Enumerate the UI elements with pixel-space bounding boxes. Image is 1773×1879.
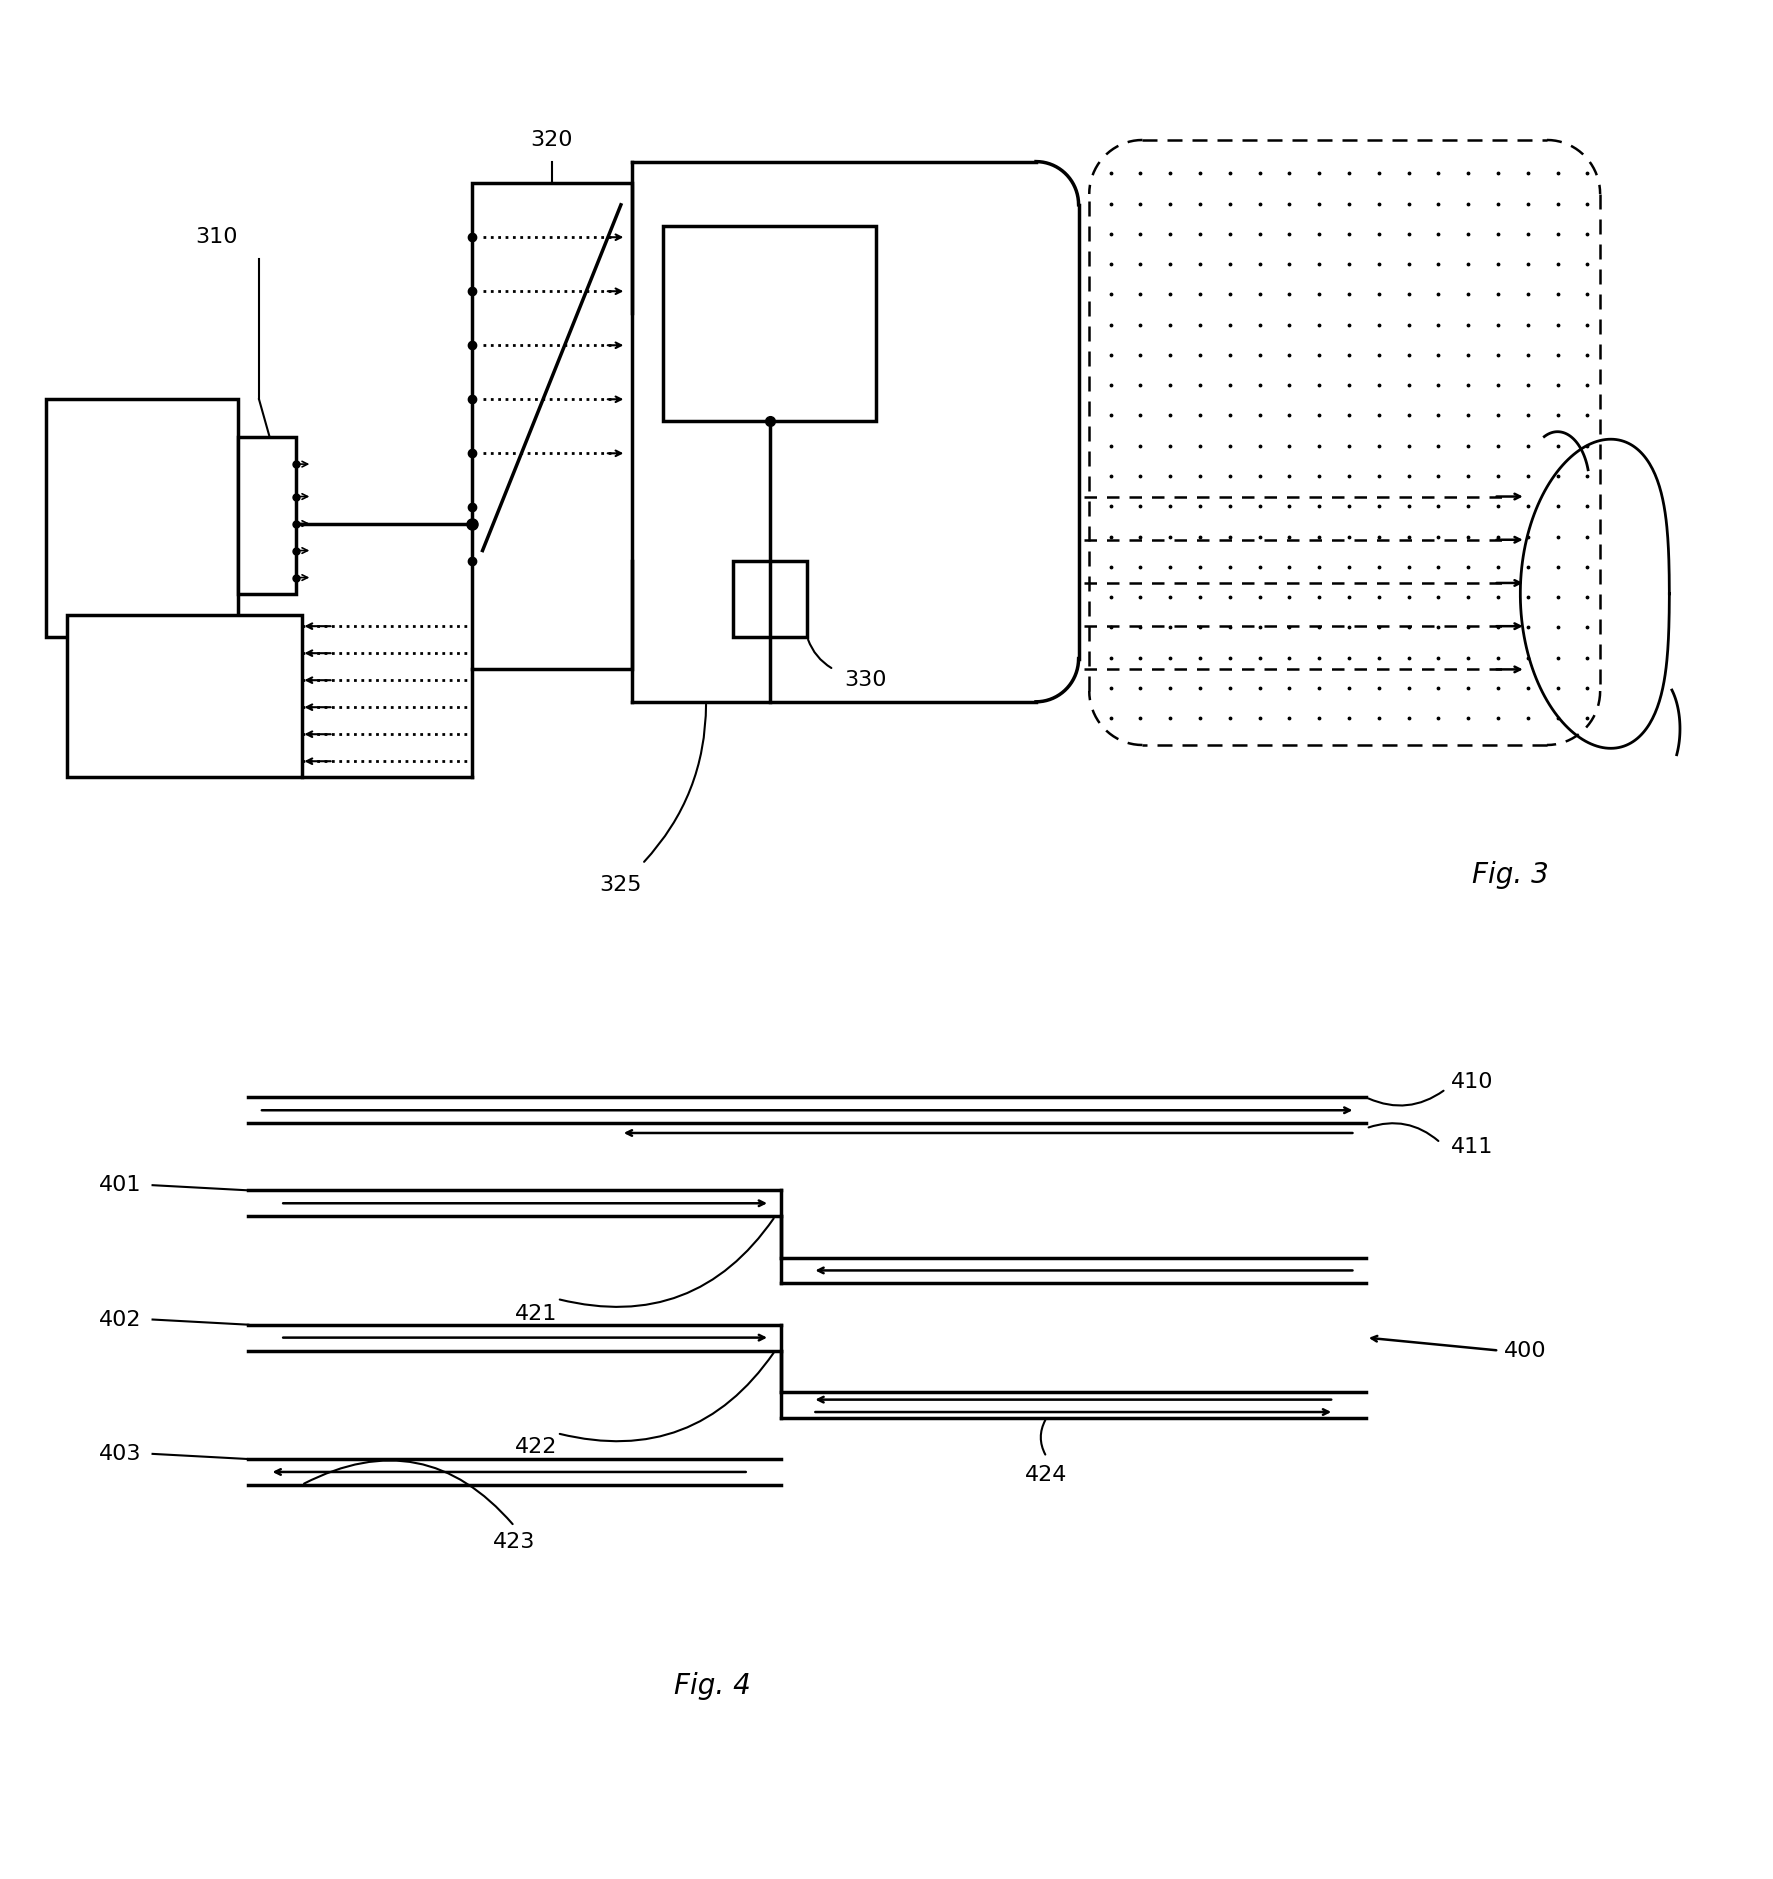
Bar (472, 184, 631, 669)
Text: Fig. 3: Fig. 3 (1472, 861, 1548, 889)
Text: 401: 401 (99, 1174, 142, 1195)
Text: Fig. 4: Fig. 4 (674, 1672, 750, 1700)
Text: 325: 325 (599, 876, 642, 896)
Bar (67, 616, 301, 778)
Bar (732, 562, 807, 637)
Text: 403: 403 (99, 1443, 142, 1464)
Bar (663, 227, 876, 421)
Text: 421: 421 (514, 1304, 557, 1325)
Text: 423: 423 (493, 1531, 535, 1552)
Text: 320: 320 (530, 130, 573, 150)
Bar (238, 438, 296, 594)
Text: 310: 310 (195, 227, 238, 248)
Text: 422: 422 (514, 1437, 557, 1456)
Text: 330: 330 (844, 671, 886, 690)
Text: 424: 424 (1025, 1464, 1067, 1484)
Text: 410: 410 (1450, 1071, 1493, 1092)
Text: 402: 402 (99, 1310, 142, 1330)
Text: 400: 400 (1504, 1340, 1546, 1360)
Text: 411: 411 (1450, 1137, 1493, 1157)
Bar (46, 400, 238, 637)
